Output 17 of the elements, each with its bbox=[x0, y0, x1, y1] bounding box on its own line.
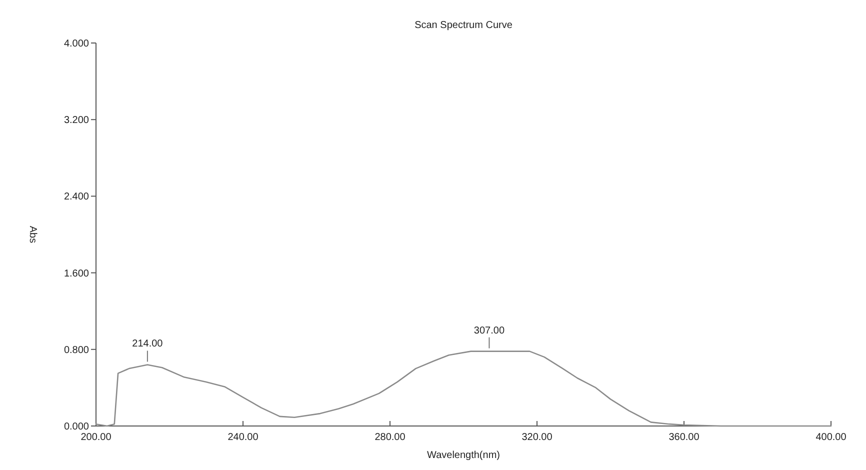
x-tick-label: 320.00 bbox=[522, 432, 553, 443]
x-tick-label: 280.00 bbox=[374, 432, 406, 443]
x-axis-title: Wavelength(nm) bbox=[427, 450, 500, 461]
annotation: 307.00 bbox=[474, 325, 505, 336]
x-tick-label: 360.00 bbox=[668, 432, 700, 443]
y-tick-label: 0.800 bbox=[64, 344, 90, 356]
y-tick-label: 0.000 bbox=[64, 422, 90, 432]
chart-title: Scan Spectrum Curve bbox=[414, 20, 513, 31]
x-tick-label: 200.00 bbox=[80, 432, 112, 443]
x-tick-label: 400.00 bbox=[816, 432, 847, 443]
y-tick-label: 3.200 bbox=[64, 115, 90, 126]
y-tick-label: 2.400 bbox=[64, 192, 90, 203]
y-tick-label: 4.000 bbox=[64, 38, 90, 50]
y-axis-title: Abs bbox=[27, 226, 38, 244]
annotation: 214.00 bbox=[132, 338, 164, 350]
y-tick-label: 1.600 bbox=[64, 268, 90, 280]
x-tick-label: 240.00 bbox=[228, 432, 259, 443]
